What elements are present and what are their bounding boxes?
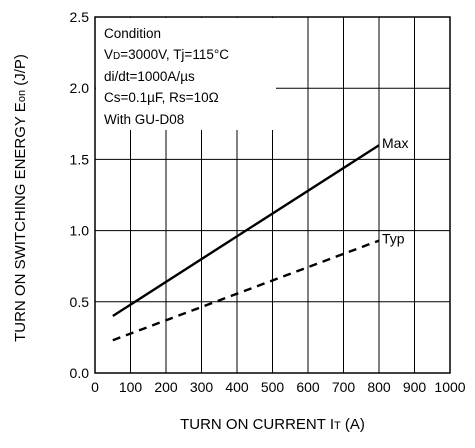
x-tick-label-10: 1000 <box>434 379 465 395</box>
series-label-typ: Typ <box>382 231 405 247</box>
x-axis-label-main: TURN ON CURRENT I <box>180 416 334 433</box>
series-line-typ <box>112 239 380 342</box>
x-tick-label-6: 600 <box>296 379 320 395</box>
y-axis-label-subscript: on <box>16 90 28 102</box>
condition-v-subscript: D <box>113 51 120 62</box>
x-axis-ticks: 0 100 200 300 400 500 600 700 800 900 1000 <box>91 379 466 395</box>
y-axis-label-unit: (J/P) <box>12 54 29 90</box>
y-tick-label-3: 1.5 <box>70 151 90 167</box>
x-tick-label-4: 400 <box>225 379 249 395</box>
condition-gate-unit: With GU-D08 <box>104 112 184 127</box>
condition-snubber: Cs=0.1µF, Rs=10Ω <box>104 90 219 105</box>
x-tick-label-5: 500 <box>261 379 285 395</box>
condition-box <box>96 18 276 130</box>
y-tick-label-2: 1.0 <box>70 223 90 239</box>
series: Max Typ <box>112 135 408 342</box>
y-axis-label-main: TURN ON SWITCHING ENERGY E <box>12 102 29 342</box>
condition-didt: di/dt=1000A/µs <box>104 69 195 84</box>
y-axis-label: TURN ON SWITCHING ENERGY Eon (J/P) <box>12 54 29 342</box>
y-axis-ticks: 0.0 0.5 1.0 1.5 2.0 2.5 <box>70 9 90 381</box>
x-tick-label-0: 0 <box>91 379 99 395</box>
x-tick-label-8: 800 <box>367 379 391 395</box>
x-axis-label: TURN ON CURRENT IT (A) <box>180 416 365 433</box>
x-tick-label-2: 200 <box>154 379 178 395</box>
series-line-max <box>112 144 380 318</box>
x-axis-label-unit: (A) <box>341 416 365 433</box>
x-tick-label-9: 900 <box>403 379 427 395</box>
condition-title: Condition <box>104 26 161 41</box>
series-label-max: Max <box>382 135 408 151</box>
y-tick-label-1: 0.5 <box>70 294 90 310</box>
condition-voltage-temp: VD=3000V, Tj=115°C <box>104 47 229 62</box>
x-tick-label-1: 100 <box>119 379 143 395</box>
plot-frame <box>94 16 451 374</box>
y-tick-label-0: 0.0 <box>70 365 90 381</box>
condition-v-prefix: V <box>104 47 113 62</box>
condition-legend: Condition VD=3000V, Tj=115°C di/dt=1000A… <box>104 26 229 127</box>
x-tick-label-7: 700 <box>332 379 356 395</box>
y-tick-label-5: 2.5 <box>70 9 90 25</box>
condition-v-rest: =3000V, Tj=115°C <box>120 47 229 62</box>
x-tick-label-3: 300 <box>190 379 214 395</box>
x-axis-label-subscript: T <box>334 420 341 432</box>
y-tick-label-4: 2.0 <box>70 80 90 96</box>
